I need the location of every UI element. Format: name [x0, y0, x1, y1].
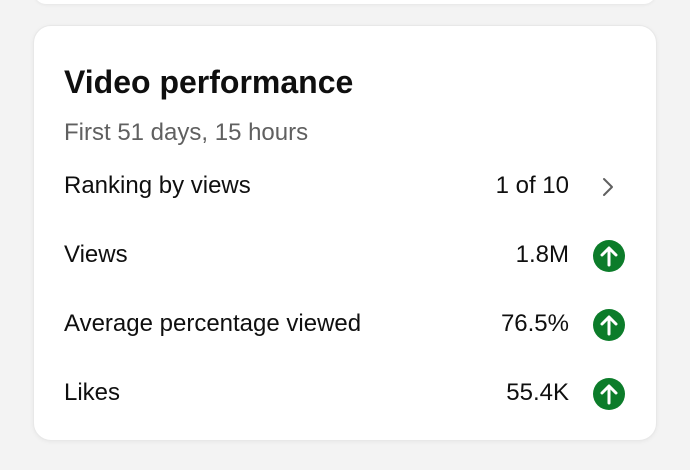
- row-value: 55.4K: [506, 379, 569, 406]
- row-label: Average percentage viewed: [64, 310, 362, 337]
- row-value: 1 of 10: [495, 172, 569, 199]
- arrow-up-circle-icon: [593, 309, 625, 341]
- average-percentage-viewed-row: Average percentage viewed 76.5%: [34, 303, 656, 347]
- previous-card-edge: [34, 0, 656, 4]
- arrow-up-circle-icon: [593, 378, 625, 410]
- ranking-by-views-row[interactable]: Ranking by views 1 of 10: [34, 165, 656, 209]
- row-value: 76.5%: [500, 310, 569, 337]
- row-value: 1.8M: [515, 241, 569, 268]
- views-row: Views 1.8M: [34, 234, 656, 278]
- row-label: Views: [64, 241, 128, 268]
- arrow-up-circle-icon: [593, 240, 625, 272]
- chevron-right-icon[interactable]: [596, 175, 620, 199]
- card-subtitle: First 51 days, 15 hours: [64, 119, 309, 146]
- card-title: Video performance: [64, 64, 354, 100]
- video-performance-card: Video performance First 51 days, 15 hour…: [33, 25, 657, 441]
- likes-row: Likes 55.4K: [34, 372, 656, 416]
- row-label: Ranking by views: [64, 172, 251, 199]
- row-label: Likes: [64, 379, 121, 406]
